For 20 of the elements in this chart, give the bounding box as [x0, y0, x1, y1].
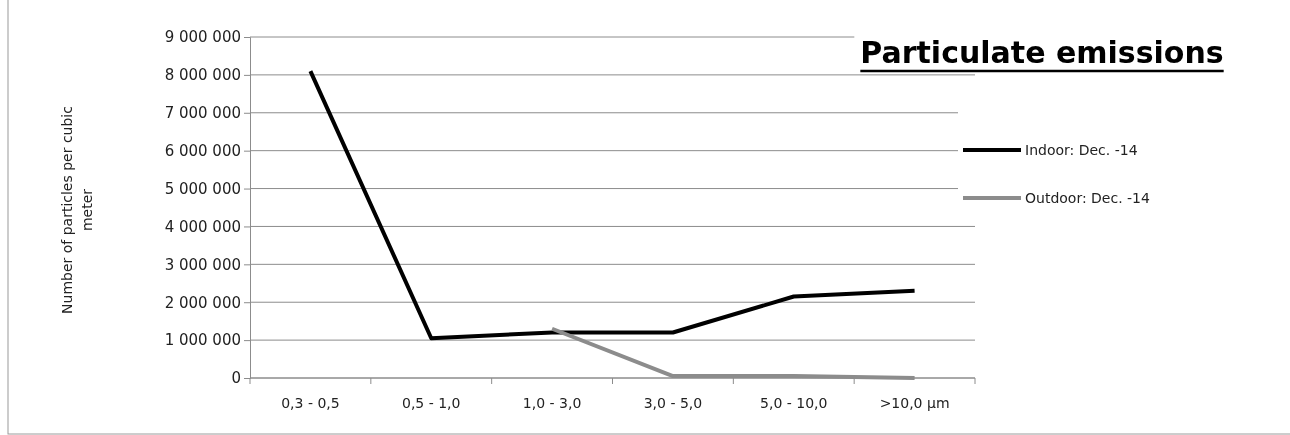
x-tick-label: 5,0 - 10,0	[760, 395, 828, 411]
y-tick-label: 4 000 000	[164, 217, 241, 236]
y-tick-label: 3 000 000	[164, 255, 241, 274]
y-tick-label: 8 000 000	[164, 66, 241, 85]
x-tick-label: 1,0 - 3,0	[522, 395, 582, 411]
y-tick-label: 7 000 000	[164, 104, 241, 123]
y-tick-label: 1 000 000	[164, 331, 241, 350]
y-axis-title: Number of particles per cubic meter	[59, 106, 95, 314]
y-tick-label: 2 000 000	[164, 293, 241, 312]
y-tick-label: 0	[231, 369, 241, 388]
x-tick-label: >10,0 µm	[879, 395, 950, 411]
x-tick-label: 0,5 - 1,0	[402, 395, 461, 411]
x-tick-label: 3,0 - 5,0	[643, 395, 703, 411]
legend-label: Indoor: Dec. -14	[1025, 142, 1138, 158]
x-tick-label: 0,3 - 0,5	[281, 395, 340, 411]
text: Particulate emissions	[860, 35, 1224, 70]
y-tick-label: 5 000 000	[164, 179, 241, 198]
legend-label: Outdoor: Dec. -14	[1025, 190, 1151, 206]
y-tick-label: 6 000 000	[164, 141, 241, 160]
y-tick-label: 9 000 000	[164, 28, 241, 47]
